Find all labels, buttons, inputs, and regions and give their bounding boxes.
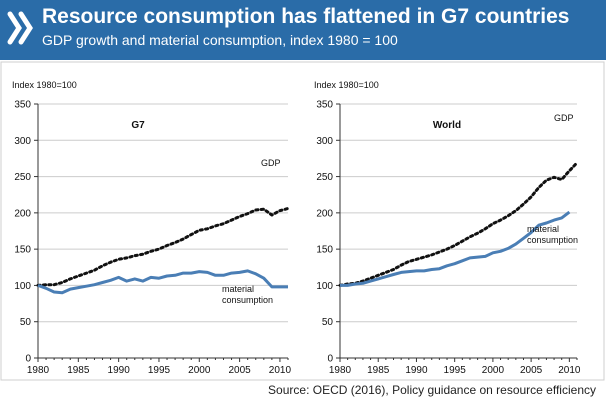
series-line-gdp bbox=[36, 207, 290, 287]
series-label: consumption bbox=[527, 235, 578, 245]
x-tick-label: 1995 bbox=[444, 365, 467, 376]
series-label: GDP bbox=[261, 158, 281, 168]
series-label: material bbox=[222, 284, 254, 294]
x-tick-label: 1985 bbox=[67, 365, 90, 376]
x-tick-label: 1985 bbox=[367, 365, 390, 376]
y-tick-label: 200 bbox=[14, 208, 31, 219]
x-tick-label: 2005 bbox=[520, 365, 543, 376]
y-tick-label: 250 bbox=[316, 172, 333, 183]
series-line-gdp bbox=[338, 161, 579, 287]
y-tick-label: 50 bbox=[20, 317, 32, 328]
series-line-material-consumption bbox=[37, 269, 288, 295]
x-tick-label: 2005 bbox=[228, 365, 251, 376]
y-tick-label: 150 bbox=[316, 245, 333, 256]
source-note: Source: OECD (2016), Policy guidance on … bbox=[268, 383, 596, 397]
y-tick-label: 0 bbox=[25, 354, 31, 365]
x-tick-label: 1990 bbox=[108, 365, 131, 376]
chart-panel-g7: Index 1980=100 0 50 100 150 200 250 300 350 1980 1… bbox=[12, 80, 291, 376]
series-line-material-consumption bbox=[340, 210, 571, 287]
series-label: GDP bbox=[554, 113, 574, 123]
y-tick-label: 100 bbox=[316, 281, 333, 292]
chart-frame bbox=[0, 61, 605, 381]
chart-panel-world: Index 1980=100 0 50 100 150 200 250 300 350 1980 1… bbox=[314, 80, 581, 376]
y-tick-label: 300 bbox=[316, 136, 333, 147]
x-tick-label: 2000 bbox=[482, 365, 505, 376]
series-label: consumption bbox=[222, 295, 273, 305]
oecd-logo-icon bbox=[7, 11, 33, 45]
x-tick-label: 1980 bbox=[27, 365, 50, 376]
y-tick-label: 200 bbox=[316, 208, 333, 219]
x-tick-label: 1990 bbox=[405, 365, 428, 376]
x-tick-label: 2010 bbox=[269, 365, 292, 376]
page-title: Resource consumption has flattened in G7… bbox=[42, 5, 570, 28]
y-tick-label: 50 bbox=[322, 317, 334, 328]
x-tick-label: 2000 bbox=[188, 365, 211, 376]
y-tick-label: 300 bbox=[14, 136, 31, 147]
chart-title: World bbox=[433, 120, 461, 131]
y-tick-label: 350 bbox=[316, 100, 333, 111]
y-tick-label: 150 bbox=[14, 245, 31, 256]
page-subtitle: GDP growth and material consumption, ind… bbox=[42, 32, 398, 48]
y-axis-label: Index 1980=100 bbox=[12, 80, 77, 90]
header-banner: Resource consumption has flattened in G7… bbox=[0, 0, 606, 60]
y-tick-label: 100 bbox=[14, 281, 31, 292]
x-tick-label: 1980 bbox=[329, 365, 352, 376]
y-tick-label: 250 bbox=[14, 172, 31, 183]
y-tick-label: 0 bbox=[327, 354, 333, 365]
series-label: material bbox=[527, 224, 559, 234]
y-tick-label: 350 bbox=[14, 100, 31, 111]
x-tick-label: 1995 bbox=[148, 365, 171, 376]
y-axis-label: Index 1980=100 bbox=[314, 80, 379, 90]
x-tick-label: 2010 bbox=[558, 365, 581, 376]
chart-title: G7 bbox=[131, 120, 145, 131]
